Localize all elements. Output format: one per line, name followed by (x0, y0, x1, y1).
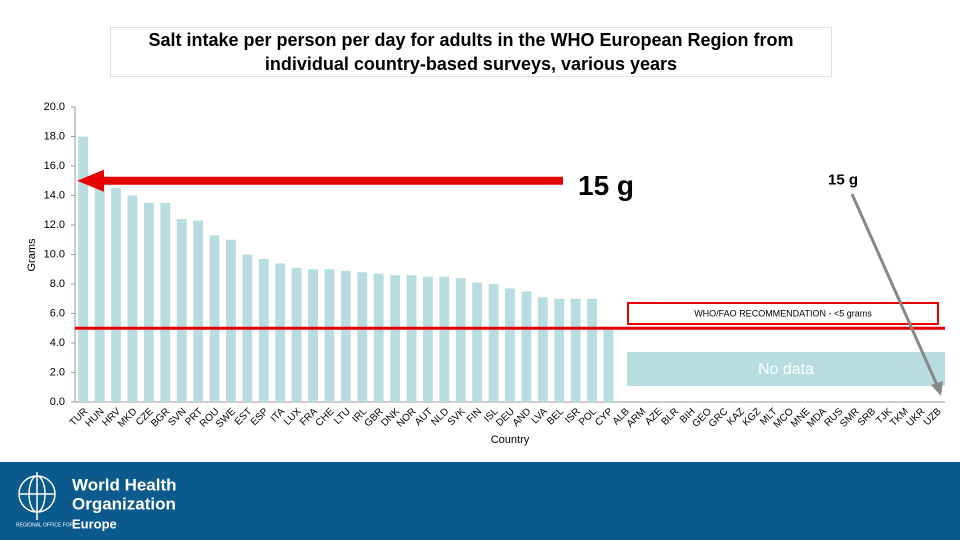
y-tick-label: 14.0 (44, 189, 65, 201)
bar (406, 275, 417, 402)
who-emblem (18, 472, 56, 520)
bar (209, 235, 220, 402)
bar (78, 136, 89, 402)
bar (94, 183, 105, 402)
y-tick-label: 2.0 (50, 366, 65, 378)
footer-band (0, 462, 960, 540)
bar (193, 220, 204, 402)
target-side-label: 15 g (828, 172, 858, 189)
bar (472, 282, 483, 402)
footer-org: Organization (72, 494, 176, 513)
y-tick-label: 8.0 (50, 278, 65, 290)
bar (554, 298, 565, 402)
bar (521, 291, 532, 402)
bar (390, 275, 401, 402)
x-tick-label: UZB (922, 406, 944, 428)
x-tick-label: LTU (332, 406, 353, 427)
bar (537, 297, 548, 402)
bar (291, 267, 302, 402)
footer-org: World Health (72, 475, 177, 494)
bar (603, 329, 614, 402)
bar (373, 273, 384, 402)
bar (423, 276, 433, 402)
target-label: 15 g (578, 170, 634, 201)
bar (258, 258, 269, 402)
bar (505, 288, 515, 402)
footer-office: REGIONAL OFFICE FOR (16, 522, 74, 528)
bar (340, 270, 351, 402)
recommendation-label: WHO/FAO RECOMMENDATION - <5 grams (694, 308, 872, 318)
x-axis-label: Country (491, 434, 530, 446)
bar (127, 195, 138, 402)
y-tick-label: 0.0 (50, 396, 65, 408)
bar (439, 276, 450, 402)
x-tick-label: FIN (465, 406, 484, 425)
y-tick-label: 4.0 (50, 337, 65, 349)
bar (324, 269, 335, 402)
bar (570, 298, 581, 402)
bar (488, 284, 499, 402)
bar (143, 202, 154, 402)
target-arrow-head (77, 169, 104, 192)
bar (455, 278, 466, 402)
y-tick-label: 16.0 (44, 160, 65, 172)
y-tick-label: 18.0 (44, 130, 65, 142)
no-data-label: No data (758, 361, 814, 378)
y-tick-label: 20.0 (44, 101, 65, 113)
chart-title: Salt intake per person per day for adult… (110, 27, 832, 77)
y-tick-label: 6.0 (50, 307, 65, 319)
y-axis-label: Grams (26, 238, 38, 272)
bar (176, 219, 187, 402)
bar (308, 269, 318, 402)
bar (160, 202, 171, 402)
recommendation-box (627, 302, 939, 325)
x-tick-label: ESP (249, 406, 271, 428)
footer-region: Europe (72, 516, 117, 531)
x-tick-label: LVA (530, 406, 550, 426)
bar (226, 239, 236, 402)
bar (111, 188, 121, 402)
bar (357, 272, 368, 402)
no-data-box (627, 352, 945, 386)
bar (587, 298, 597, 402)
pointer-arrow (850, 193, 939, 386)
pointer-arrow-head (931, 381, 943, 396)
bar (275, 263, 286, 402)
y-tick-label: 12.0 (44, 219, 65, 231)
y-tick-label: 10.0 (44, 248, 65, 260)
